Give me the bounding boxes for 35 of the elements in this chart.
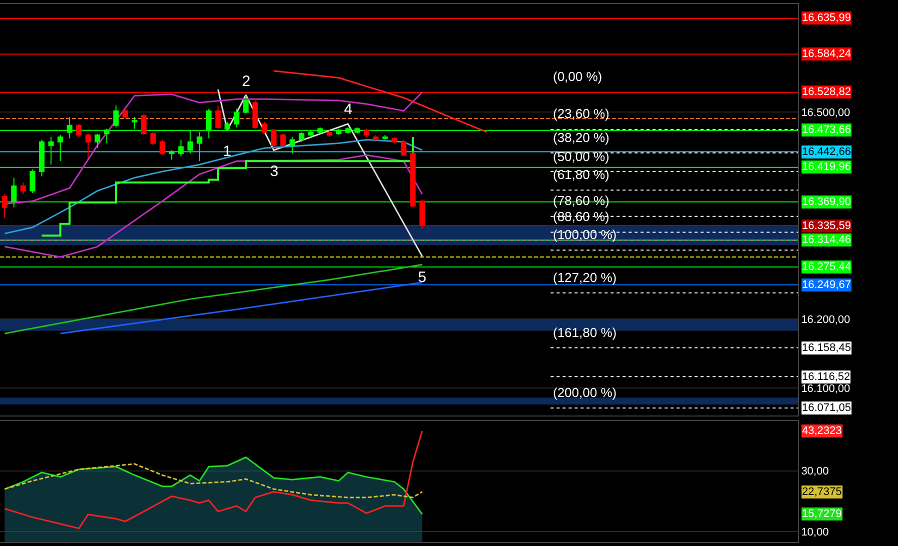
annotation: (127,20 %): [553, 270, 617, 285]
text: 15,7279: [802, 508, 842, 520]
annotation: (50,00 %): [553, 149, 610, 164]
ref-line-label: 16.528,82: [802, 86, 851, 98]
y-tick-label: 16.500,00: [801, 107, 850, 120]
annotation: (23,60 %): [553, 106, 610, 121]
y-tick-label: 10,00: [801, 526, 829, 538]
ref-line-label: 16.314,46: [802, 234, 851, 246]
ref-line-label: 16.275,44: [802, 261, 851, 273]
ref-line-label: 16.369,90: [802, 196, 851, 208]
y-tick-label: 16.200,00: [801, 314, 850, 326]
annotation: 5: [418, 269, 426, 286]
text: 22,7375: [802, 486, 842, 498]
ref-line-label: 16.335,59: [802, 220, 851, 232]
annotation: 3: [270, 163, 278, 180]
annotation: 4: [344, 101, 352, 118]
ref-line-label: 16.635,99: [802, 12, 851, 24]
annotation: (161,80 %): [553, 325, 617, 340]
ref-line-label: 16.116,52: [802, 371, 850, 383]
ref-line-label: 16.249,67: [802, 279, 851, 291]
annotation: (38,20 %): [553, 130, 610, 145]
ref-line-label: 16.442,66: [802, 146, 851, 158]
annotation: (100,00 %): [553, 227, 617, 242]
annotation: 2: [242, 73, 250, 90]
ref-line-label: 16.071,05: [802, 402, 851, 414]
ref-line-label: 16.158,45: [802, 342, 851, 354]
y-tick-label: 16.100,00: [801, 382, 850, 395]
annotation: (200,00 %): [553, 385, 617, 400]
text: 43,2323: [802, 425, 842, 437]
annotation: (88,60 %): [553, 209, 610, 224]
annotation: (0,00 %): [553, 69, 602, 84]
ref-line-label: 16.473,66: [802, 124, 851, 136]
ref-line-label: 16.419,96: [802, 161, 851, 173]
ref-line-label: 16.584,24: [802, 48, 851, 60]
y-tick-label: 30,00: [801, 466, 829, 478]
